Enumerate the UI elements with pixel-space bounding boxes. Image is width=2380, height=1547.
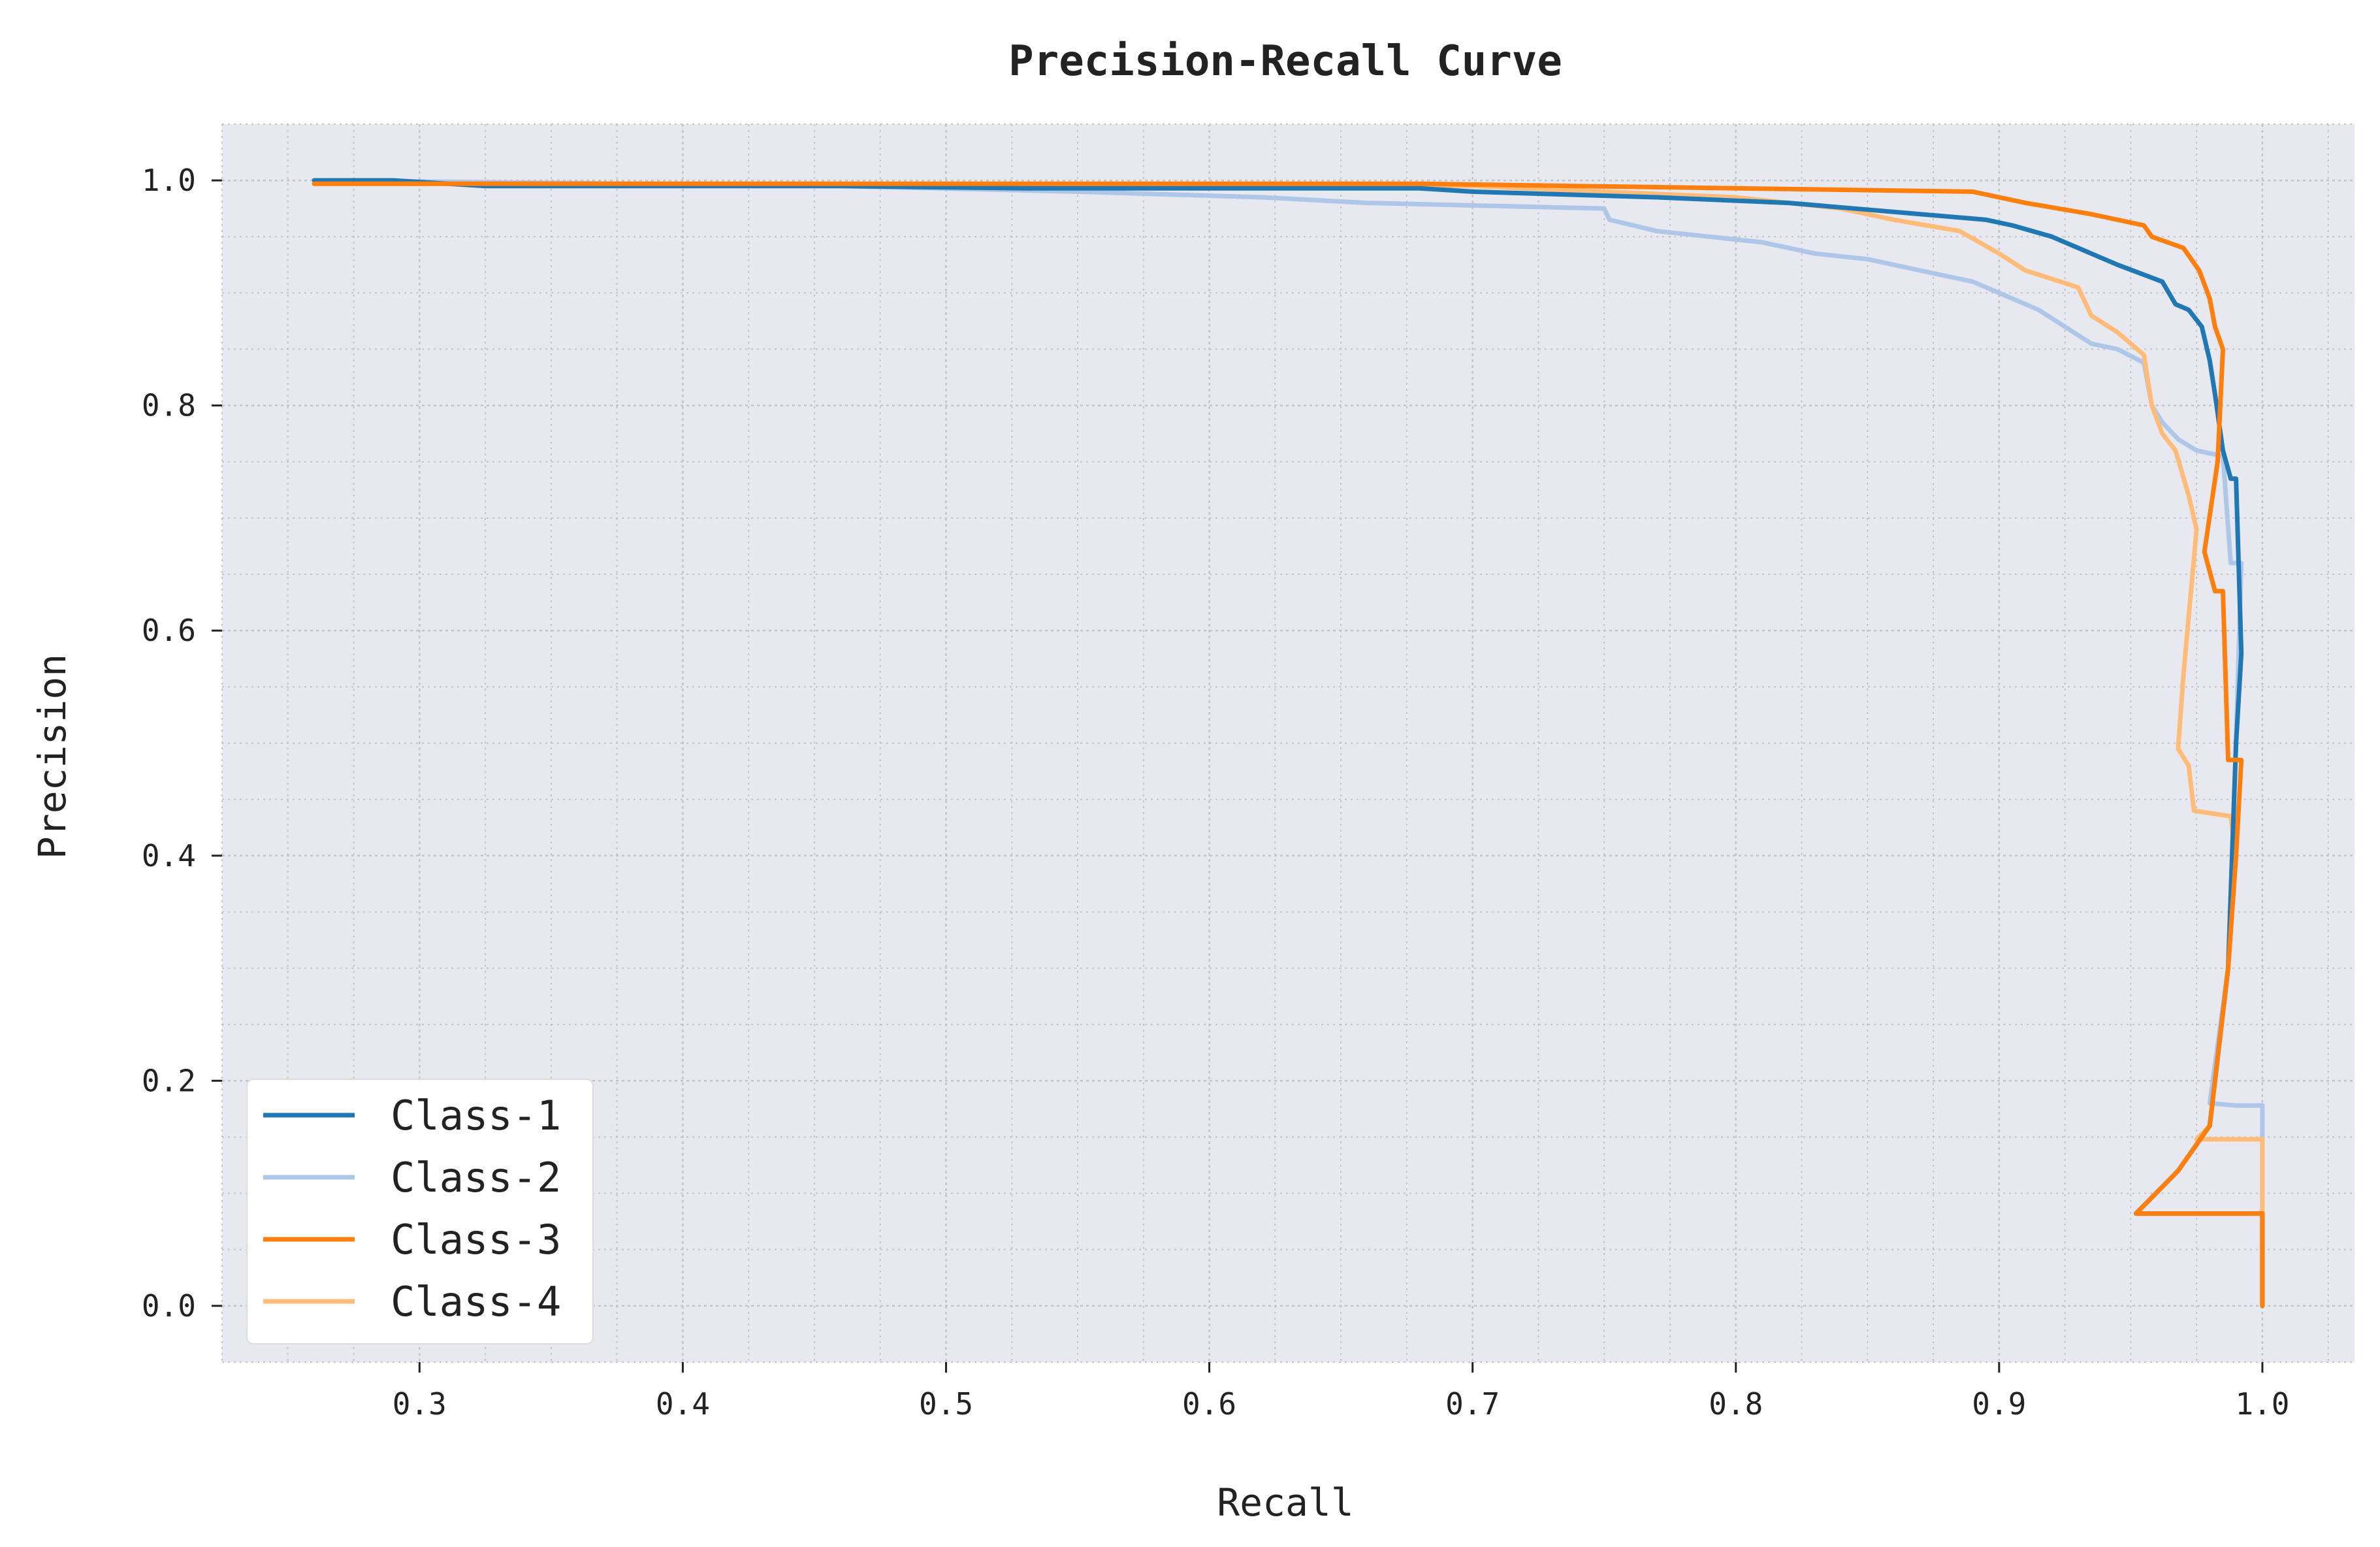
x-axis-ticks: 0.3 0.4 0.5 0.6 0.7 0.8 0.9 1.0 <box>393 1362 2289 1422</box>
series-layer <box>312 178 2265 1309</box>
x-tick-label: 0.3 <box>393 1386 447 1422</box>
y-axis-ticks: 0.0 0.2 0.4 0.6 0.8 1.0 <box>142 163 222 1324</box>
legend-label: Class-4 <box>391 1278 561 1326</box>
series-line-class-3 <box>312 181 2265 1309</box>
y-tick-label: 1.0 <box>142 163 196 198</box>
x-tick-label: 0.8 <box>1709 1386 1763 1422</box>
y-tick-label: 0.8 <box>142 388 196 423</box>
x-tick-label: 1.0 <box>2235 1386 2289 1422</box>
legend-label: Class-3 <box>391 1216 561 1263</box>
legend-label: Class-1 <box>391 1092 561 1139</box>
major-grid <box>222 124 2355 1362</box>
x-tick-label: 0.6 <box>1182 1386 1236 1422</box>
y-tick-label: 0.2 <box>142 1063 196 1098</box>
chart-title: Precision-Recall Curve <box>1008 37 1562 86</box>
y-tick-label: 0.4 <box>142 838 196 873</box>
x-axis-label: Recall <box>1217 1480 1354 1525</box>
series-line-class-1 <box>312 178 2265 1309</box>
x-tick-label: 0.9 <box>1972 1386 2026 1422</box>
x-tick-label: 0.5 <box>919 1386 973 1422</box>
legend-label: Class-2 <box>391 1154 561 1201</box>
x-tick-label: 0.7 <box>1445 1386 1500 1422</box>
legend: Class-1 Class-2 Class-3 Class-4 <box>246 1079 594 1344</box>
y-tick-label: 0.6 <box>142 613 196 648</box>
x-tick-label: 0.4 <box>656 1386 710 1422</box>
y-tick-label: 0.0 <box>142 1288 196 1324</box>
y-axis-label: Precision <box>30 654 74 859</box>
legend-box <box>246 1079 594 1344</box>
